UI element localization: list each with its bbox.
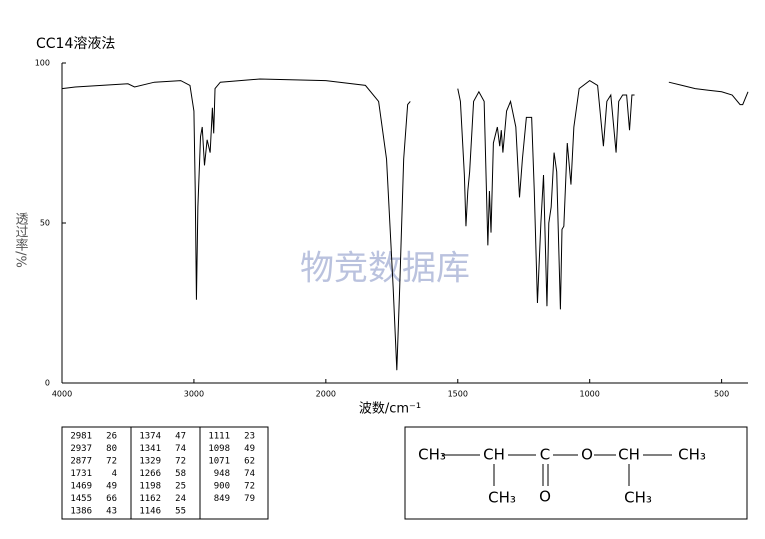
peak-transmittance: 62: [244, 457, 255, 467]
peak-wavenumber: 1731: [70, 469, 92, 479]
x-tick-label: 2000: [316, 390, 336, 399]
y-axis-label: 透过率/%: [13, 212, 29, 268]
atom: CH₃: [624, 489, 652, 507]
atom: C: [540, 446, 550, 464]
peak-transmittance: 66: [106, 494, 117, 504]
peak-transmittance: 23: [244, 432, 255, 442]
bonds: [442, 454, 672, 486]
peak-wavenumber: 2937: [70, 444, 92, 454]
peak-wavenumber: 1162: [139, 494, 161, 504]
peak-transmittance: 55: [175, 507, 186, 517]
peak-wavenumber: 1374: [139, 432, 161, 442]
peak-wavenumber: 1386: [70, 507, 92, 517]
peak-table-frame: [61, 426, 269, 520]
peak-wavenumber: 948: [214, 469, 230, 479]
x-tick-label: 4000: [52, 390, 72, 399]
peak-wavenumber: 849: [214, 494, 230, 504]
atom: O: [539, 488, 551, 506]
peak-transmittance: 26: [106, 432, 117, 442]
peak-transmittance: 25: [175, 482, 186, 492]
peak-wavenumber: 900: [214, 482, 230, 492]
peak-transmittance: 43: [106, 507, 117, 517]
peak-transmittance: 72: [175, 457, 186, 467]
peak-transmittance: 80: [106, 444, 117, 454]
peak-transmittance: 49: [244, 444, 255, 454]
peak-wavenumber: 1455: [70, 494, 92, 504]
x-tick-label: 500: [714, 390, 729, 399]
watermark: 物竞数据库: [300, 249, 470, 289]
peak-wavenumber: 1198: [139, 482, 161, 492]
peak-wavenumber: 1329: [139, 457, 161, 467]
peak-wavenumber: 2981: [70, 432, 92, 442]
atom: O: [581, 446, 593, 464]
spectrum-line: [668, 81, 749, 106]
spectrum-line: [457, 79, 635, 310]
peak-transmittance: 72: [244, 482, 255, 492]
peak-transmittance: 47: [175, 432, 186, 442]
chart-title: CC14溶液法: [36, 36, 115, 52]
x-tick-label: 1500: [448, 390, 468, 399]
x-axis-label: 波数/cm⁻¹: [359, 402, 421, 417]
y-tick-label: 0: [45, 379, 50, 388]
x-tick-label: 1000: [580, 390, 600, 399]
peak-wavenumber: 1146: [139, 507, 161, 517]
y-tick-label: 100: [35, 59, 50, 68]
atom: CH: [483, 446, 505, 464]
spectrum-line: [61, 78, 411, 371]
peak-transmittance: 72: [106, 457, 117, 467]
x-tick-label: 3000: [184, 390, 204, 399]
atom: CH₃: [678, 446, 706, 464]
peak-wavenumber: 2877: [70, 457, 92, 467]
y-tick-label: 50: [40, 219, 50, 228]
peak-transmittance: 24: [175, 494, 186, 504]
peak-wavenumber: 1341: [139, 444, 161, 454]
atom: CH₃: [488, 489, 516, 507]
peak-wavenumber: 1071: [208, 457, 230, 467]
structure-frame: [404, 426, 748, 520]
peak-wavenumber: 1111: [208, 432, 230, 442]
peak-transmittance: 4: [112, 469, 117, 479]
peak-transmittance: 49: [106, 482, 117, 492]
peak-wavenumber: 1098: [208, 444, 230, 454]
peak-transmittance: 79: [244, 494, 255, 504]
peak-transmittance: 74: [244, 469, 255, 479]
atom: CH: [618, 446, 640, 464]
peak-wavenumber: 1266: [139, 469, 161, 479]
atom: CH₃: [418, 446, 446, 464]
peak-wavenumber: 1469: [70, 482, 92, 492]
peak-transmittance: 58: [175, 469, 186, 479]
peak-transmittance: 74: [175, 444, 186, 454]
